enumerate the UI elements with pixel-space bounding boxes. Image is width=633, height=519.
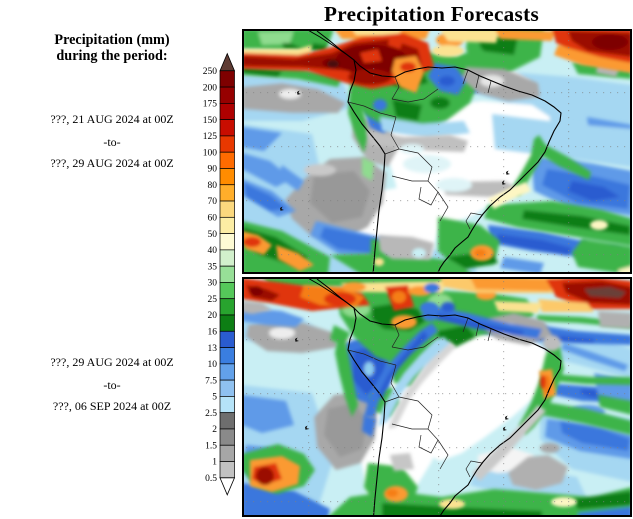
svg-text:30: 30 xyxy=(208,279,218,289)
svg-text:125: 125 xyxy=(203,132,218,142)
svg-text:1: 1 xyxy=(212,458,217,468)
svg-text:10: 10 xyxy=(208,360,218,370)
svg-text:16: 16 xyxy=(208,327,218,337)
svg-text:35: 35 xyxy=(208,262,218,272)
svg-text:1.5: 1.5 xyxy=(205,441,217,451)
svg-text:60: 60 xyxy=(208,214,218,224)
svg-text:25: 25 xyxy=(208,295,218,305)
svg-text:200: 200 xyxy=(203,83,218,93)
svg-text:90: 90 xyxy=(208,165,218,175)
svg-text:100: 100 xyxy=(203,148,218,158)
svg-text:0.5: 0.5 xyxy=(205,474,217,484)
svg-text:70: 70 xyxy=(208,197,218,207)
svg-text:7.5: 7.5 xyxy=(205,376,217,386)
svg-text:2: 2 xyxy=(212,425,217,435)
svg-text:175: 175 xyxy=(203,100,218,110)
svg-text:5: 5 xyxy=(212,393,217,403)
svg-text:20: 20 xyxy=(208,311,218,321)
svg-text:40: 40 xyxy=(208,246,218,256)
svg-text:80: 80 xyxy=(208,181,218,191)
svg-text:2.5: 2.5 xyxy=(205,409,217,419)
svg-text:250: 250 xyxy=(203,67,218,77)
svg-text:150: 150 xyxy=(203,116,218,126)
svg-text:13: 13 xyxy=(208,344,218,354)
svg-text:50: 50 xyxy=(208,230,218,240)
